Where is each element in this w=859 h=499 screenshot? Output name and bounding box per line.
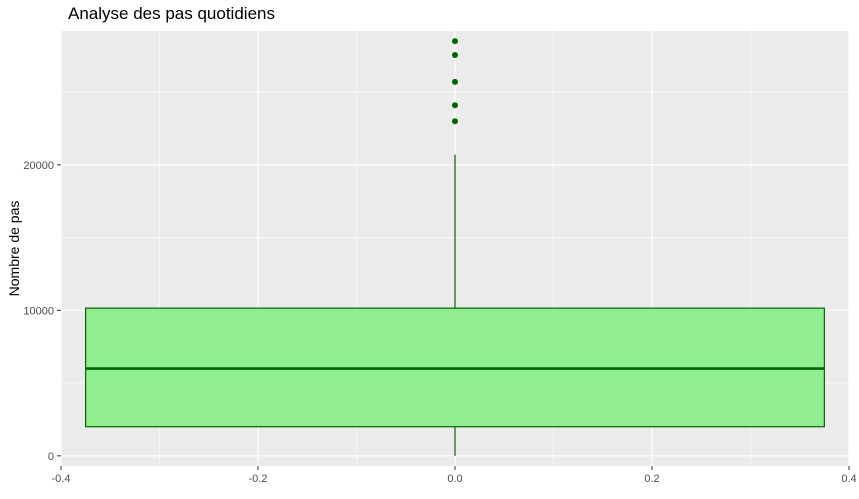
outlier-point [452,78,458,85]
y-tick-label: 10000 [23,305,54,317]
chart-title: Analyse des pas quotidiens [68,4,275,23]
outlier-point [452,102,458,109]
x-tick-label: 0.2 [644,473,659,485]
outlier-point [452,38,458,45]
outlier-point [452,118,458,125]
x-tick-label: -0.4 [52,473,71,485]
y-axis-title: Nombre de pas [6,201,22,297]
x-tick-label: 0.4 [841,473,856,485]
y-tick-label: 20000 [23,160,54,172]
outlier-point [452,52,458,59]
y-tick-label: 0 [48,451,54,463]
x-tick-label: 0.0 [447,473,462,485]
axes: -0.4 -0.2 0.0 0.2 0.4 0 10000 20000 [23,160,856,485]
x-tick-label: -0.2 [249,473,268,485]
box-marks [85,38,825,456]
